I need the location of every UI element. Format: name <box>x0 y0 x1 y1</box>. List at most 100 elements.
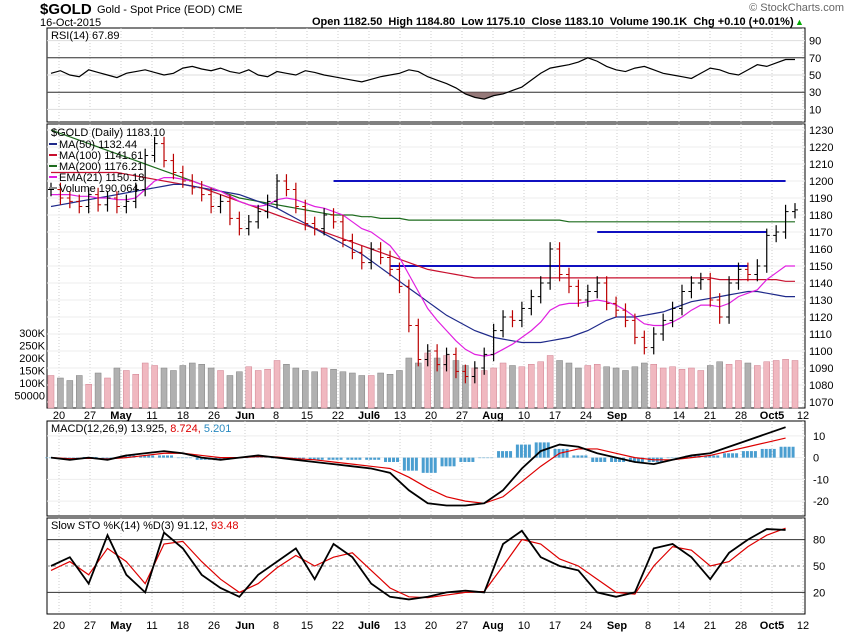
sto-x-label: Aug <box>482 620 503 632</box>
volume-bar <box>66 380 74 409</box>
volume-bar <box>659 367 667 409</box>
macd-histogram-bar <box>603 457 607 462</box>
macd-tick-label: 10 <box>813 431 825 443</box>
volume-bar <box>254 370 262 409</box>
legend-ma50: MA(50) 1132.44 <box>59 139 137 151</box>
legend-volume: Volume 190,064 <box>59 183 139 195</box>
volume-bar <box>104 377 111 409</box>
macd-histogram-bar <box>538 442 542 458</box>
macd-histogram-bar <box>331 457 335 460</box>
volume-bar <box>57 377 64 409</box>
price-tick-label: 1150 <box>809 261 833 273</box>
volume-bar <box>575 367 582 409</box>
macd-histogram-bar <box>467 457 471 462</box>
price-tick-label: 1080 <box>809 380 833 392</box>
sto-x-label: 8 <box>645 620 651 632</box>
legend-ema21: EMA(21) 1150.18 <box>59 172 144 184</box>
sto-tick-label: 80 <box>813 535 825 547</box>
price-x-label: 17 <box>549 410 561 422</box>
price-tick-label: 1120 <box>809 312 833 324</box>
macd-histogram-bar <box>143 455 147 458</box>
macd-histogram-bar <box>365 457 369 460</box>
macd-histogram-bar <box>327 457 331 460</box>
macd-histogram-bar <box>745 451 749 458</box>
volume-bar <box>744 362 752 409</box>
macd-histogram-bar <box>708 455 712 458</box>
macd-histogram-bar <box>741 451 745 458</box>
price-x-label: 14 <box>673 410 685 422</box>
sto-x-label: 18 <box>177 620 189 632</box>
volume-bar <box>170 370 177 409</box>
macd-histogram-bar <box>414 457 418 471</box>
macd-histogram-bar <box>49 457 52 459</box>
price-x-label: Aug <box>482 410 503 422</box>
volume-bar <box>207 367 215 409</box>
volume-bar <box>330 369 337 409</box>
macd-histogram-bar <box>674 457 678 459</box>
volume-bar <box>358 375 366 409</box>
price-x-label: 20 <box>53 410 65 422</box>
volume-tick-label: 250K <box>19 341 45 353</box>
volume-bar <box>311 371 318 409</box>
macd-histogram-bar <box>176 457 180 459</box>
macd-histogram-bar <box>478 457 482 459</box>
price-x-label: 10 <box>518 410 530 422</box>
sto-x-label: 14 <box>673 620 685 632</box>
macd-histogram-bar <box>406 457 410 471</box>
macd-histogram-bar <box>421 457 425 473</box>
sto-label: Slow STO %K(14) %D(3) 91.12, 93.48 <box>51 520 239 532</box>
sto-tick-label: 50 <box>813 561 825 573</box>
price-x-label: 27 <box>84 410 96 422</box>
price-tick-label: 1200 <box>809 176 833 188</box>
price-x-label: 21 <box>704 410 716 422</box>
price-x-label: 22 <box>332 410 344 422</box>
sto-tick-label: 20 <box>813 587 825 599</box>
macd-histogram-bar <box>109 457 113 459</box>
volume-bar <box>499 362 507 409</box>
volume-bar <box>706 365 714 409</box>
price-tick-label: 1130 <box>809 295 833 307</box>
volume-bar <box>113 367 121 409</box>
macd-histogram-bar <box>471 457 475 462</box>
macd-histogram-bar <box>670 457 674 459</box>
volume-bar <box>641 362 648 409</box>
macd-signal-line <box>50 437 786 504</box>
volume-bar <box>226 375 234 409</box>
sto-x-label: 26 <box>208 620 220 632</box>
volume-bar <box>490 367 497 409</box>
volume-bar <box>518 366 526 409</box>
sto-x-label: Jul6 <box>358 620 380 632</box>
sto-x-label: 28 <box>735 620 747 632</box>
macd-tick-label: -20 <box>813 496 829 508</box>
volume-bar <box>94 372 102 409</box>
macd-histogram-bar <box>591 457 595 462</box>
sto-x-label: 21 <box>704 620 716 632</box>
volume-bar <box>556 360 563 409</box>
volume-bar <box>631 366 639 409</box>
price-x-label: 28 <box>735 410 747 422</box>
rsi-tick-label: 70 <box>809 53 821 65</box>
volume-bar <box>273 360 281 409</box>
macd-tick-label: 0 <box>813 453 819 465</box>
macd-histogram-bar <box>791 446 795 458</box>
macd-histogram-bar <box>519 444 523 458</box>
sto-x-label: 20 <box>425 620 437 632</box>
macd-histogram-bar <box>584 455 588 458</box>
macd-histogram-bar <box>320 457 324 460</box>
volume-tick-label: 50000 <box>14 391 45 403</box>
rsi-line <box>50 57 795 100</box>
macd-histogram-bar <box>402 457 406 471</box>
macd-histogram-bar <box>712 455 716 458</box>
price-x-label: 18 <box>177 410 189 422</box>
macd-tick-label: -10 <box>813 474 829 486</box>
volume-bar <box>528 364 535 409</box>
macd-histogram-bar <box>245 457 249 459</box>
macd-histogram-bar <box>350 457 354 460</box>
price-tick-label: 1100 <box>809 346 833 358</box>
macd-histogram-bar <box>94 456 98 458</box>
volume-bar <box>160 367 168 409</box>
sto-x-label: May <box>110 620 132 632</box>
price-tick-label: 1140 <box>809 278 833 290</box>
macd-histogram-bar <box>749 451 753 458</box>
macd-histogram-bar <box>425 457 429 473</box>
